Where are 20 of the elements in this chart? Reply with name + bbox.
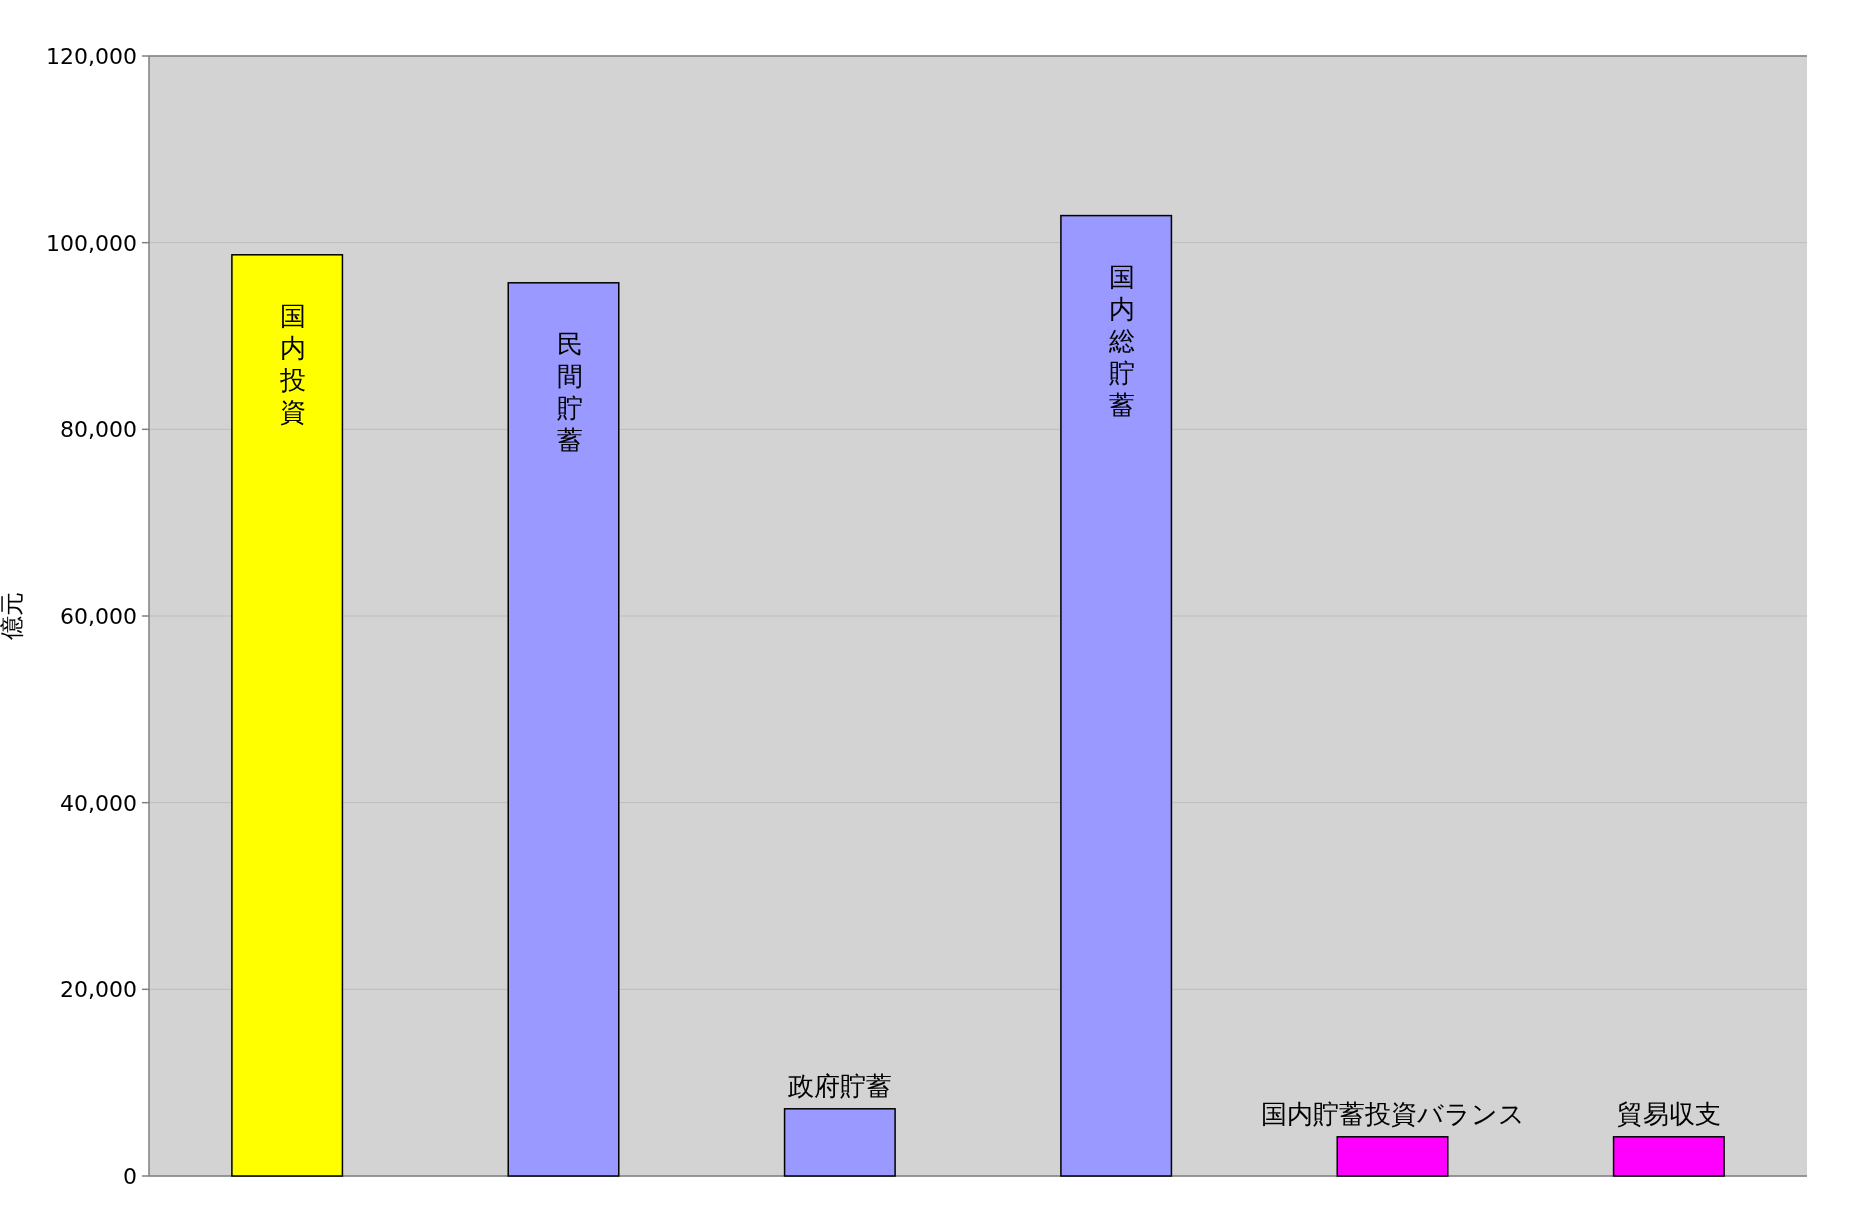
x-tick-label: 国内投資 (279, 300, 307, 427)
y-tick-label: 120,000 (46, 44, 137, 69)
bar (231, 254, 344, 1177)
x-tick-label: 貿易収支 (1616, 1098, 1721, 1129)
x-tick-label: 政府貯蓄 (787, 1070, 892, 1101)
bar (507, 282, 620, 1177)
y-tick-label: 0 (123, 1164, 137, 1189)
y-axis-title: 億元 (0, 592, 26, 640)
bar (1336, 1136, 1449, 1177)
y-tick-label: 100,000 (46, 230, 137, 256)
y-tick-label: 20,000 (60, 977, 137, 1003)
y-tick-label: 40,000 (60, 790, 137, 816)
bar (1612, 1136, 1725, 1177)
bar (783, 1108, 896, 1177)
x-tick-label: 民間貯蓄 (556, 328, 583, 455)
x-tick-label: 国内総貯蓄 (1108, 261, 1136, 420)
y-tick-label: 80,000 (60, 417, 137, 443)
bar (1060, 214, 1173, 1177)
y-tick-label: 60,000 (60, 604, 137, 629)
x-tick-label: 国内貯蓄投資バランス (1260, 1098, 1525, 1129)
